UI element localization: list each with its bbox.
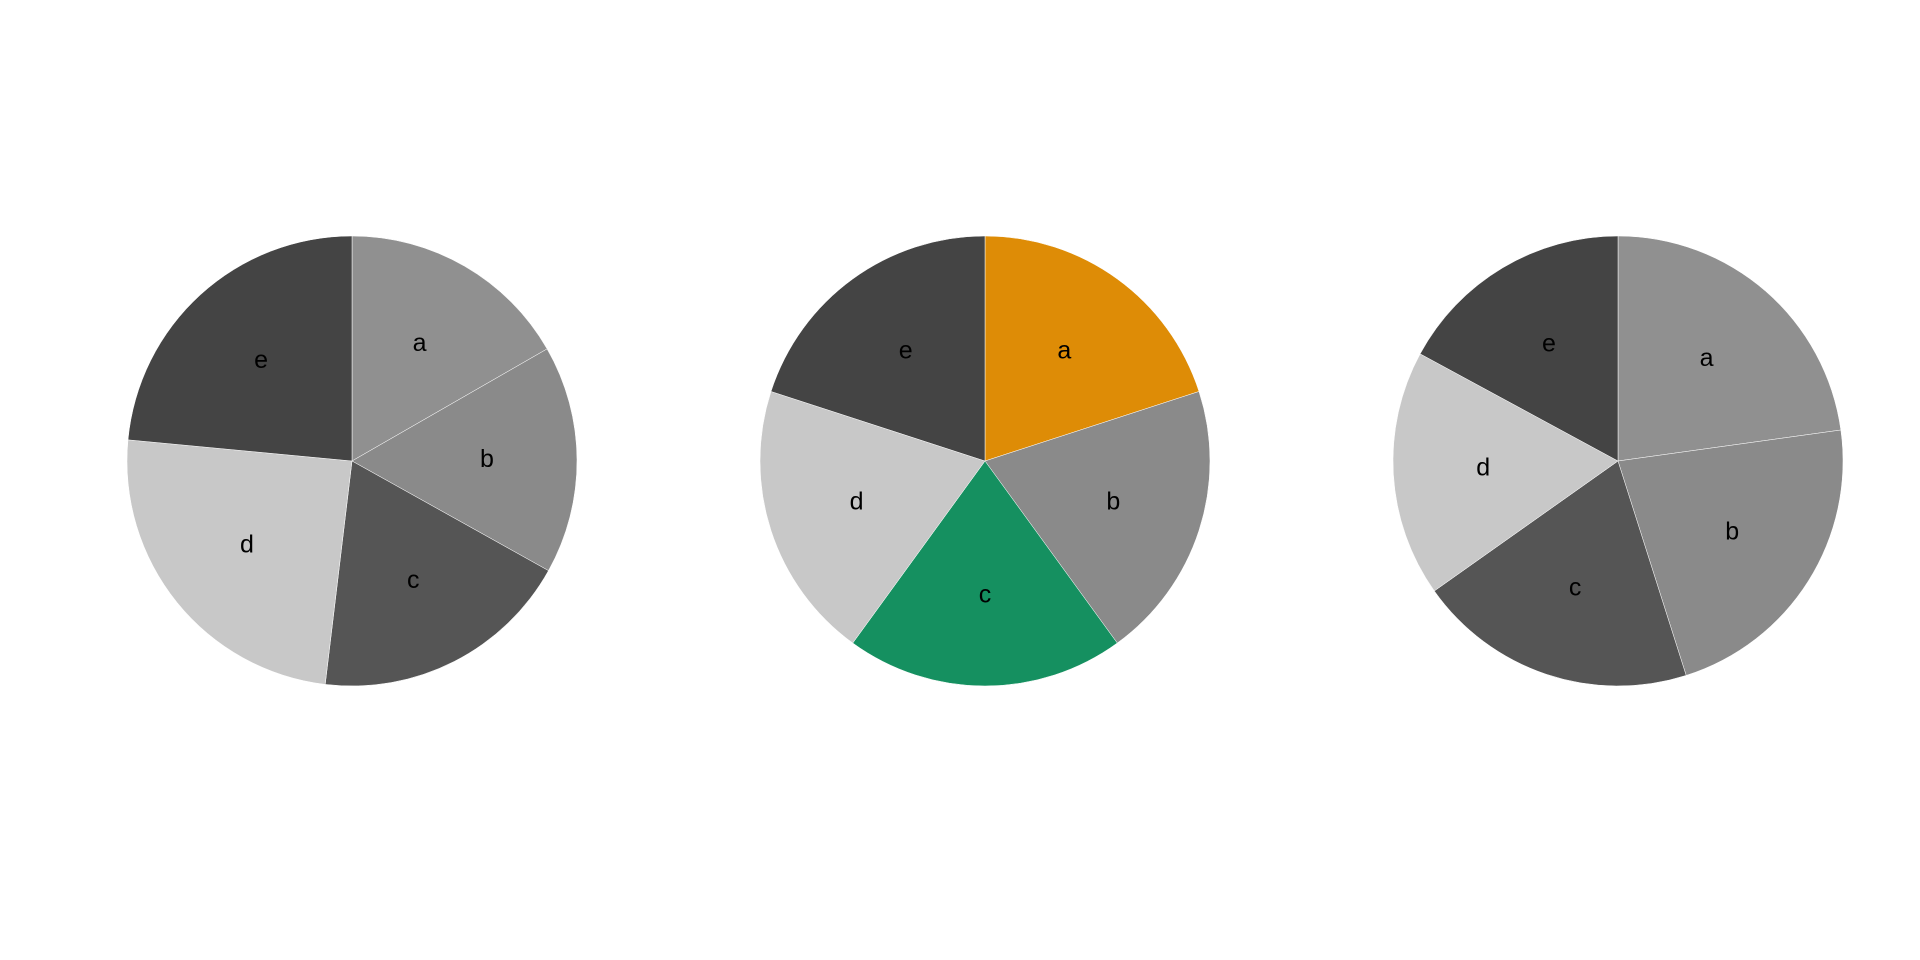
pie-middle-label-e: e [899, 336, 913, 364]
pie-middle-slice-c [852, 460, 1118, 687]
pie-chart-right: a b c d e [1392, 235, 1844, 687]
pie-left-label-b: b [480, 445, 494, 473]
pie-right-label-b: b [1725, 518, 1739, 546]
pie-middle-slice-a [984, 235, 1200, 462]
pie-right-slice-e [1419, 235, 1619, 462]
pie-chart-middle: a b c d e [759, 235, 1211, 687]
pie-left-slice-e [127, 235, 353, 462]
pie-middle-label-a: a [1057, 336, 1071, 364]
pie-right-slice-d [1392, 353, 1619, 592]
pie-left-label-a: a [413, 329, 427, 357]
pie-middle-label-b: b [1106, 487, 1120, 515]
pie-middle-label-d: d [850, 487, 864, 515]
pie-left-slice-c [324, 460, 549, 687]
pie-right-label-d: d [1476, 454, 1490, 482]
pie-right-label-a: a [1700, 344, 1714, 372]
pie-middle-label-c: c [979, 581, 992, 609]
pie-right-slice-b [1617, 429, 1844, 676]
pie-right-label-e: e [1542, 330, 1556, 358]
pie-right-slice-c [1433, 460, 1687, 687]
pie-middle-slice-e [770, 235, 986, 462]
pie-left-slice-b [351, 348, 578, 571]
pie-right-slice-a [1617, 235, 1842, 462]
pie-chart-left: a b c d e [126, 235, 578, 687]
pie-left-slice-d [126, 439, 353, 685]
pie-left-label-d: d [240, 530, 254, 558]
pie-left-label-e: e [254, 346, 268, 374]
pie-left-slice-a [351, 235, 548, 462]
pie-right-label-c: c [1569, 574, 1582, 602]
pie-left-label-c: c [407, 566, 420, 594]
pie-middle-slice-d [759, 391, 986, 644]
pie-middle-slice-b [984, 391, 1211, 644]
